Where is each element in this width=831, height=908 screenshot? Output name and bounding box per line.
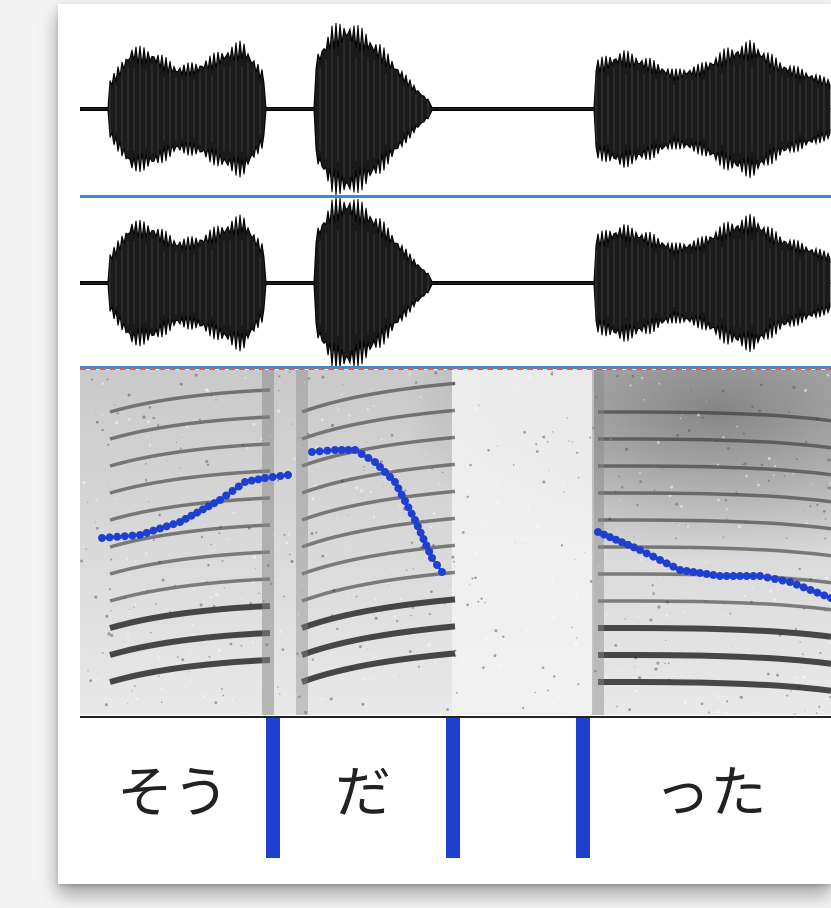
waveform-track-2 [80, 198, 831, 368]
boundary-marker[interactable] [446, 718, 460, 858]
boundary-marker[interactable] [266, 718, 280, 858]
text-tier[interactable]: そう だ った [80, 716, 831, 858]
boundary-marker[interactable] [576, 718, 590, 858]
spectrogram-panel [80, 370, 831, 715]
segment-label-empty[interactable] [460, 718, 576, 858]
segment-label-tta[interactable]: った [590, 718, 831, 858]
segment-label-sou[interactable]: そう [80, 718, 266, 858]
segment-label-da[interactable]: だ [280, 718, 446, 858]
waveform-track-1 [80, 22, 831, 196]
